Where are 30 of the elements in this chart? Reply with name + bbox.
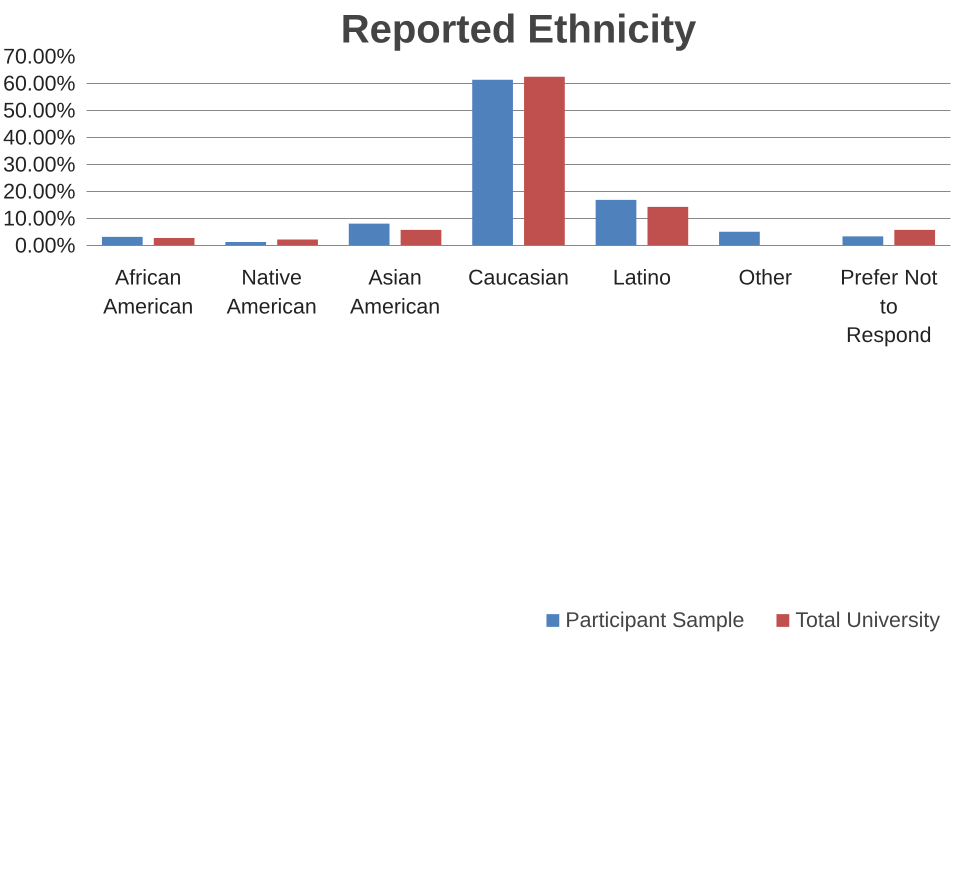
bar [400,230,442,246]
bar [277,240,318,246]
y-tick-label: 40.00% [3,126,76,150]
bar [647,206,688,246]
x-tick-label: Prefer Not to Respond [840,266,938,348]
y-tick-label: 70.00% [3,44,76,68]
x-tick-label: Asian American [350,266,440,318]
bar [524,76,565,246]
y-tick-label: 10.00% [3,206,76,230]
y-tick-label: 0.00% [15,234,76,258]
bar [894,230,936,246]
x-tick-label: African American [103,266,194,318]
bar [154,238,194,246]
bar [842,236,884,246]
bar [719,232,760,246]
y-tick-label: 50.00% [3,98,76,122]
x-tick-label: Latino [612,266,671,290]
y-tick-label: 30.00% [3,152,76,176]
x-tick-label: Other [738,266,792,290]
x-tick-label: Caucasian [468,266,569,290]
y-tick-label: 60.00% [3,72,76,96]
bar [102,236,143,246]
x-tick-label: Native American [226,266,317,318]
legend-label: Total University [795,608,940,632]
y-tick-label: 20.00% [3,180,76,204]
bar [472,80,513,246]
bar [596,200,636,246]
bar [348,224,390,246]
legend-label: Participant Sample [565,608,744,632]
chart-title: Reported Ethnicity [340,8,698,52]
